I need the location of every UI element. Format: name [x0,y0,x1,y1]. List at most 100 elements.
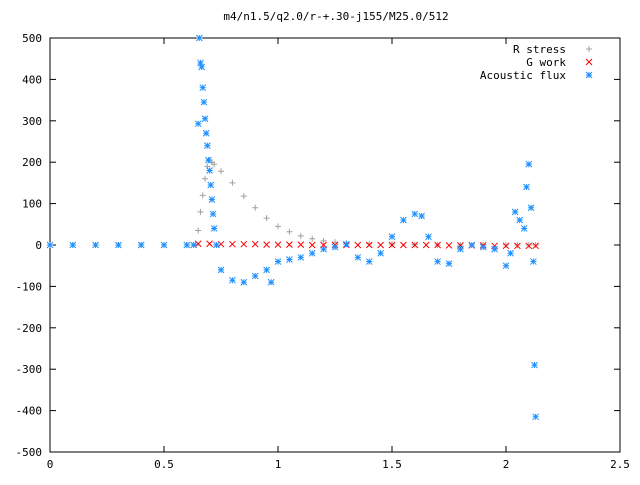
data-point-r-stress [320,237,327,244]
data-point-acoustic-flux [532,413,539,421]
data-point-acoustic-flux [411,210,419,218]
data-point-g-work [445,242,453,249]
y-tick-label: 300 [22,115,42,128]
data-point-acoustic-flux [377,249,384,257]
series-g-work [194,240,539,250]
data-point-g-work [206,240,213,248]
data-point-acoustic-flux [201,115,209,123]
data-point-g-work [400,241,407,249]
data-point-r-stress [503,242,509,248]
data-point-acoustic-flux [195,34,203,42]
data-point-g-work [308,241,316,249]
data-point-r-stress [514,242,521,248]
legend-label: G work [526,56,566,69]
x-tick-label: 2.5 [610,458,630,471]
data-point-r-stress [366,240,373,247]
data-point-r-stress [197,208,204,215]
data-point-g-work [251,240,259,248]
data-point-g-work [532,242,539,250]
data-point-acoustic-flux [531,361,538,369]
data-point-acoustic-flux [92,241,99,249]
data-point-acoustic-flux [202,129,210,137]
data-point-acoustic-flux [229,276,236,284]
data-point-acoustic-flux [217,266,225,274]
data-point-acoustic-flux [516,216,524,224]
data-point-acoustic-flux [210,225,218,232]
data-point-g-work [263,241,270,248]
y-tick-label: 500 [22,32,42,45]
data-point-acoustic-flux [523,183,530,191]
data-point-acoustic-flux [491,245,498,253]
data-point-acoustic-flux [206,167,213,174]
data-point-r-stress [240,193,247,200]
data-point-acoustic-flux [199,84,207,92]
data-point-acoustic-flux [274,258,282,265]
x-tick-label: 1.5 [382,458,402,471]
data-point-r-stress [309,235,316,242]
data-point-r-stress [211,161,218,168]
data-point-acoustic-flux [425,233,432,241]
data-point-acoustic-flux [137,241,145,249]
data-point-acoustic-flux [525,160,533,168]
x-tick-label: 0.5 [154,458,174,471]
data-point-acoustic-flux [213,241,220,249]
data-point-acoustic-flux [203,142,211,149]
y-tick-label: -400 [16,405,43,418]
data-point-acoustic-flux [194,120,202,128]
data-point-g-work [434,241,441,249]
data-point-g-work [354,241,362,249]
y-tick-label: -200 [16,322,43,335]
data-point-acoustic-flux [251,272,259,280]
legend-marker-g-work [585,58,593,66]
data-point-acoustic-flux [520,225,528,232]
data-point-acoustic-flux [354,254,362,261]
data-point-acoustic-flux [308,249,316,257]
data-point-acoustic-flux [160,241,168,249]
data-point-r-stress [286,228,293,235]
data-point-acoustic-flux [205,156,212,164]
data-point-r-stress [275,223,281,230]
data-point-r-stress [218,168,224,175]
data-point-acoustic-flux [190,241,197,249]
x-tick-label: 2 [503,458,510,471]
data-point-acoustic-flux [479,243,487,251]
data-point-r-stress [389,241,395,248]
data-point-g-work [297,241,305,248]
y-tick-label: 0 [35,239,42,252]
y-tick-label: -300 [16,363,43,376]
data-point-acoustic-flux [388,233,396,241]
y-tick-label: 400 [22,73,42,86]
y-tick-label: 200 [22,156,42,169]
data-point-g-work [525,242,533,250]
data-point-acoustic-flux [263,266,270,274]
legend-label: Acoustic flux [480,69,566,82]
data-point-acoustic-flux [511,208,519,216]
data-point-acoustic-flux [198,63,205,71]
data-point-acoustic-flux [267,278,275,286]
legend-label: R stress [513,43,566,56]
data-point-acoustic-flux [507,249,514,257]
data-point-r-stress [525,242,532,248]
data-point-acoustic-flux [343,240,350,248]
data-point-r-stress [532,242,539,248]
data-point-acoustic-flux [69,241,77,249]
y-tick-label: 100 [22,198,42,211]
data-point-acoustic-flux [331,243,339,251]
data-point-g-work [229,240,236,248]
data-point-acoustic-flux [530,258,537,265]
data-point-r-stress [297,232,304,239]
data-point-g-work [377,241,384,249]
data-point-acoustic-flux [468,241,476,249]
data-point-acoustic-flux [115,241,122,249]
data-point-g-work [274,241,282,248]
data-point-acoustic-flux [365,258,373,265]
y-tick-label: -500 [16,446,43,459]
data-point-g-work [502,242,510,250]
data-point-r-stress [199,192,206,199]
chart-title: m4/n1.5/q2.0/r-+.30-j155/M25.0/512 [223,10,448,23]
legend-marker-acoustic-flux [585,71,593,79]
